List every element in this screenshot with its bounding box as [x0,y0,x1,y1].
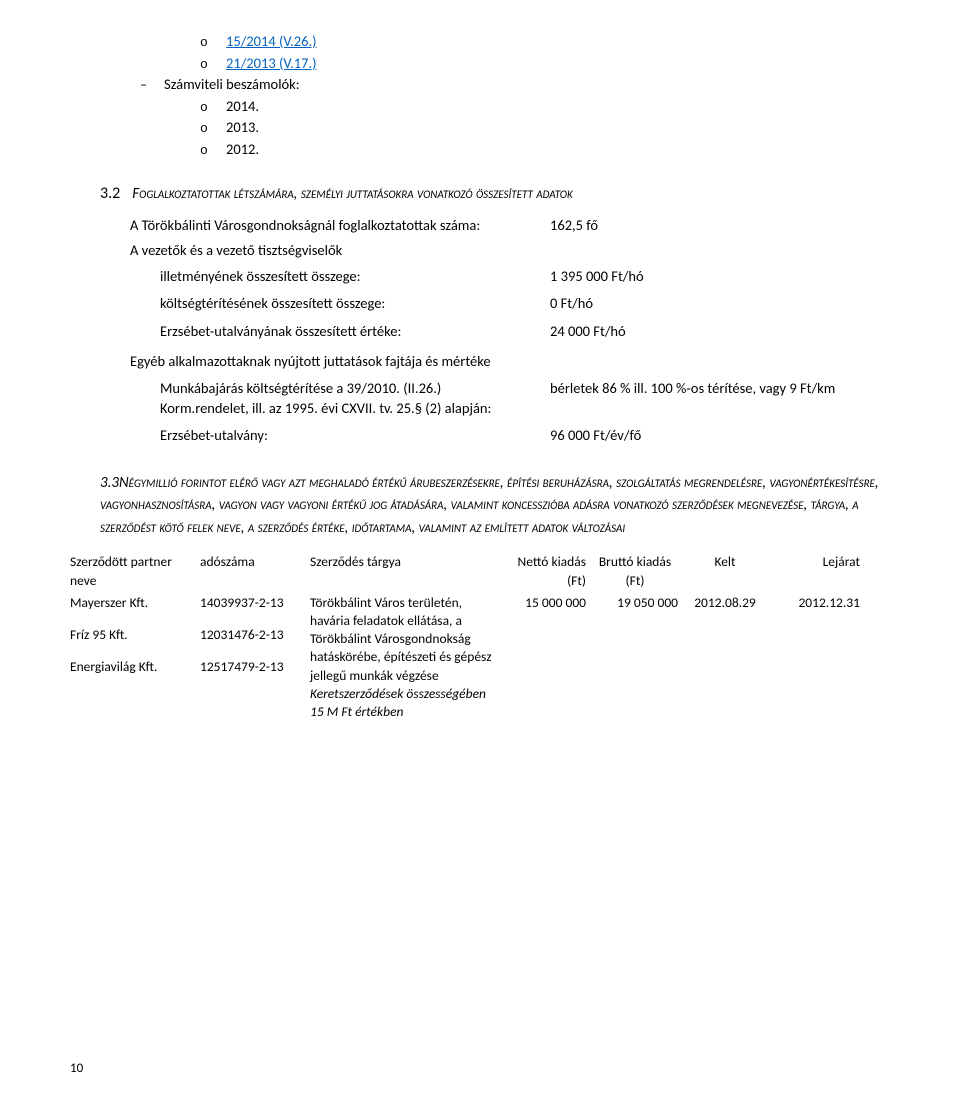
bullet-marker: o [200,56,226,74]
section-3-3-heading: 3.3Négymillió forintot elérő vagy azt me… [100,472,890,540]
table-header: Szerződött partner neve adószáma Szerződ… [70,553,890,589]
cell-lejarat: 2012.12.31 [772,594,860,612]
kv-label: Munkábajárás költségtérítése a 39/2010. … [160,379,550,418]
col-kelt: Kelt [684,553,772,589]
sub-heading: Egyéb alkalmazottaknak nyújtott juttatás… [130,352,890,372]
kv-row: Erzsébet-utalvány: 96 000 Ft/év/fő [160,426,890,446]
kv-row: Munkábajárás költségtérítése a 39/2010. … [160,379,890,418]
targya-text: Törökbálint Város területén, havária fel… [310,594,494,685]
kv-label: Erzsébet-utalványának összesített értéke… [160,322,550,342]
cell-partner: Energiavilág Kft. [70,658,194,676]
kv-label: költségtérítésének összesített összege: [160,294,550,314]
kv-value: 1 395 000 Ft/hó [550,267,890,287]
kv-row: illetményének összesített összege: 1 395… [160,267,890,287]
cell-adoszam: 14039937-2-13 [200,594,304,612]
kv-row: A Törökbálinti Városgondnokságnál foglal… [130,216,890,236]
bullet-marker: o [200,120,226,138]
kv-block-main: A Törökbálinti Városgondnokságnál foglal… [130,216,890,261]
dash-label: Számviteli beszámolók: [164,75,300,95]
bullet-marker: o [200,142,226,160]
year-2012: 2012. [226,140,259,160]
col-lejarat: Lejárat [772,553,860,589]
top-bullet-list: o 15/2014 (V.26.) o 21/2013 (V.17.) [200,32,890,73]
link-21-2013[interactable]: 21/2013 (V.17.) [226,54,317,74]
kv-block-indent-2: Munkábajárás költségtérítése a 39/2010. … [160,379,890,446]
cell-partner-group: Mayerszer Kft. Fríz 95 Kft. Energiavilág… [70,594,200,677]
kv-block-indent: illetményének összesített összege: 1 395… [160,267,890,342]
cell-partner: Mayerszer Kft. [70,594,194,612]
section-number: 3.3 [100,474,119,492]
kv-label: A vezetők és a vezető tisztségviselők [130,241,550,261]
kv-value: 24 000 Ft/hó [550,322,890,342]
table-row: Mayerszer Kft. Fríz 95 Kft. Energiavilág… [70,594,890,722]
cell-brutto: 19 050 000 [592,594,684,612]
bullet-marker: o [200,99,226,117]
bullet-marker: o [200,34,226,52]
cell-netto: 15 000 000 [500,594,592,612]
cell-kelt: 2012.08.29 [684,594,772,612]
dash-marker: – [140,75,164,95]
kv-value [550,241,890,261]
year-2013: 2013. [226,118,259,138]
kv-value: 96 000 Ft/év/fő [550,426,890,446]
cell-adoszam-group: 14039937-2-13 12031476-2-13 12517479-2-1… [200,594,310,677]
kv-value: 162,5 fő [550,216,890,236]
kv-label: A Törökbálinti Városgondnokságnál foglal… [130,216,550,236]
kv-row: A vezetők és a vezető tisztségviselők [130,241,890,261]
cell-adoszam: 12517479-2-13 [200,658,304,676]
cell-partner: Fríz 95 Kft. [70,626,194,644]
cell-adoszam: 12031476-2-13 [200,626,304,644]
section-title: Négymillió forintot elérő vagy azt megha… [100,474,879,537]
bullet-item: o 2012. [200,140,890,160]
section-title: Foglalkoztatottak létszámára, személyi j… [132,185,572,203]
bullet-item: o 21/2013 (V.17.) [200,54,890,74]
section-number: 3.2 [100,184,120,203]
col-adoszam: adószáma [200,553,310,589]
kv-row: Erzsébet-utalványának összesített értéke… [160,322,890,342]
cell-targya: Törökbálint Város területén, havária fel… [310,594,500,722]
targya-italic: Keretszerződések összességében 15 M Ft é… [310,685,494,721]
year-2014: 2014. [226,97,259,117]
link-15-2014[interactable]: 15/2014 (V.26.) [226,32,317,52]
col-netto: Nettó kiadás (Ft) [500,553,592,589]
kv-row: költségtérítésének összesített összege: … [160,294,890,314]
section-3-2-heading: 3.2 Foglalkoztatottak létszámára, személy… [100,183,890,205]
kv-label: illetményének összesített összege: [160,267,550,287]
dash-item: – Számviteli beszámolók: [140,75,890,95]
bullet-item: o 2013. [200,118,890,138]
kv-label: Erzsébet-utalvány: [160,426,550,446]
kv-value: 0 Ft/hó [550,294,890,314]
bullet-item: o 2014. [200,97,890,117]
kv-value: bérletek 86 % ill. 100 %-os térítése, va… [550,379,890,418]
bullet-item: o 15/2014 (V.26.) [200,32,890,52]
col-targya: Szerződés tárgya [310,553,500,589]
year-list: o 2014. o 2013. o 2012. [200,97,890,160]
col-partner: Szerződött partner neve [70,553,200,589]
col-brutto: Bruttó kiadás (Ft) [592,553,684,589]
page-number: 10 [70,1060,83,1078]
